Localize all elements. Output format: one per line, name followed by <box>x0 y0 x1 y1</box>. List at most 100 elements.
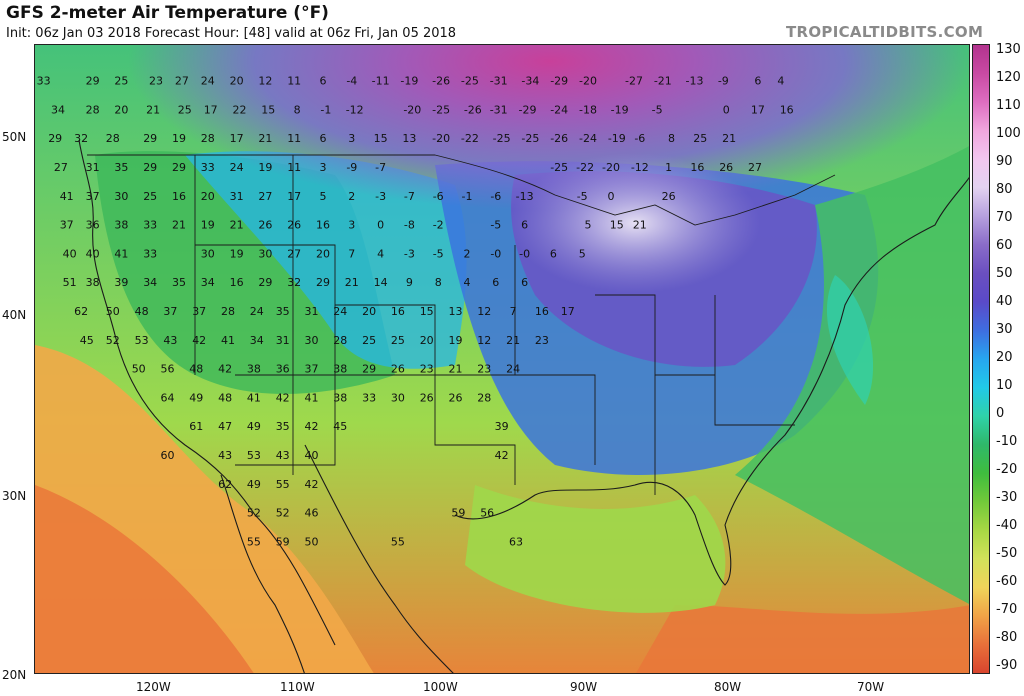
temperature-value: 29 <box>143 132 157 145</box>
temperature-value: 26 <box>258 219 272 232</box>
temperature-value: 15 <box>374 132 388 145</box>
temperature-value: 37 <box>192 305 206 318</box>
temperature-value: 23 <box>149 75 163 88</box>
temperature-value: 24 <box>250 305 264 318</box>
temperature-value: -2 <box>433 219 444 232</box>
temperature-value: 62 <box>218 478 232 491</box>
temperature-value: 12 <box>258 75 272 88</box>
temperature-value: 15 <box>420 305 434 318</box>
temperature-value: 16 <box>391 305 405 318</box>
temperature-value: 16 <box>316 219 330 232</box>
temperature-value: -31 <box>490 75 508 88</box>
temperature-value: 21 <box>449 363 463 376</box>
colorbar-tick-label: 50 <box>996 266 1013 281</box>
temperature-value: -22 <box>461 132 479 145</box>
lon-label-120w: 120W <box>136 680 171 694</box>
temperature-value: 29 <box>316 276 330 289</box>
temperature-value: -29 <box>550 75 568 88</box>
temperature-value: 52 <box>106 334 120 347</box>
temperature-value: 6 <box>320 75 327 88</box>
temperature-value: 27 <box>258 190 272 203</box>
temperature-value: -13 <box>516 190 534 203</box>
temperature-value: -26 <box>432 75 450 88</box>
lat-label-50n: 50N <box>2 130 27 144</box>
temperature-value: 20 <box>362 305 376 318</box>
temperature-value: 21 <box>633 219 647 232</box>
lat-label-40n: 40N <box>2 308 27 322</box>
temperature-value: 43 <box>276 449 290 462</box>
temperature-value: 51 <box>63 276 77 289</box>
temperature-value: -0 <box>519 247 530 260</box>
temperature-value: 48 <box>135 305 149 318</box>
temperature-value: 26 <box>719 161 733 174</box>
temperature-value: 6 <box>521 276 528 289</box>
temperature-value: 28 <box>333 334 347 347</box>
temperature-value: 38 <box>114 219 128 232</box>
temperature-value: 33 <box>143 219 157 232</box>
temperature-value: -9 <box>718 75 729 88</box>
temperature-value: 40 <box>86 247 100 260</box>
temperature-value: 25 <box>114 75 128 88</box>
gulf-field <box>465 485 726 613</box>
brand-watermark[interactable]: TROPICALTIDBITS.COM <box>786 23 984 41</box>
temperature-value: 4 <box>464 276 471 289</box>
temperature-value: 0 <box>377 219 384 232</box>
colorbar-tick-label: -70 <box>996 602 1018 617</box>
temperature-value: 6 <box>492 276 499 289</box>
temperature-value: 63 <box>509 535 523 548</box>
temperature-value: -3 <box>404 247 415 260</box>
temperature-value: 13 <box>449 305 463 318</box>
temperature-value: -25 <box>521 132 539 145</box>
temperature-value: 6 <box>521 219 528 232</box>
colorbar-tick-label: 100 <box>996 126 1021 141</box>
temperature-value: 38 <box>333 391 347 404</box>
lat-label-30n: 30N <box>2 489 27 503</box>
temperature-labels: 33 29 25 23 27 24 20 12 11 6 -4 -11 -19 -26 -25 -31 -34-… <box>37 75 794 549</box>
temperature-value: 40 <box>305 449 319 462</box>
colorbar <box>972 44 990 674</box>
temperature-value: -27 <box>625 75 643 88</box>
lon-label-70w: 70W <box>857 680 885 694</box>
colorbar-tick-label: -50 <box>996 546 1018 561</box>
temperature-value: 35 <box>276 420 290 433</box>
temperature-value: 26 <box>287 219 301 232</box>
temperature-value: 8 <box>294 103 301 116</box>
temperature-value: 20 <box>201 190 215 203</box>
temperature-value: 25 <box>391 334 405 347</box>
temperature-value: 24 <box>230 161 244 174</box>
temperature-value: -5 <box>490 219 501 232</box>
temperature-value: 14 <box>374 276 388 289</box>
map-subtitle: Init: 06z Jan 03 2018 Forecast Hour: [48… <box>6 26 457 41</box>
temperature-value: 37 <box>60 219 74 232</box>
temperature-value: 19 <box>201 219 215 232</box>
temperature-value: 19 <box>172 132 186 145</box>
temperature-value: 15 <box>261 103 275 116</box>
temperature-value: 59 <box>276 535 290 548</box>
colorbar-tick-label: 30 <box>996 322 1013 337</box>
colorbar-tick-label: 0 <box>996 406 1005 421</box>
map-title: GFS 2-meter Air Temperature (°F) <box>6 3 329 23</box>
temperature-map[interactable]: 33 29 25 23 27 24 20 12 11 6 -4 -11 -19 -26 -25 -31 -34-… <box>34 44 970 674</box>
temperature-value: 28 <box>477 391 491 404</box>
temperature-value: 21 <box>722 132 736 145</box>
temperature-value: -18 <box>579 103 597 116</box>
temperature-value: 5 <box>320 190 327 203</box>
temperature-value: 29 <box>362 363 376 376</box>
temperature-value: 23 <box>535 334 549 347</box>
temperature-value: 31 <box>305 305 319 318</box>
temperature-value: 29 <box>258 276 272 289</box>
temperature-value: -0 <box>490 247 501 260</box>
temperature-value: 16 <box>535 305 549 318</box>
temperature-value: 30 <box>114 190 128 203</box>
temperature-value: 42 <box>192 334 206 347</box>
lon-label-80w: 80W <box>714 680 742 694</box>
temperature-value: 17 <box>230 132 244 145</box>
lat-label-20n: 20N <box>2 668 27 682</box>
temperature-value: 3 <box>320 161 327 174</box>
temperature-value: 24 <box>333 305 347 318</box>
temperature-value: 23 <box>477 363 491 376</box>
temperature-value: 8 <box>668 132 675 145</box>
temperature-value: 2 <box>464 247 471 260</box>
temperature-value: 55 <box>247 535 261 548</box>
temperature-value: 50 <box>106 305 120 318</box>
